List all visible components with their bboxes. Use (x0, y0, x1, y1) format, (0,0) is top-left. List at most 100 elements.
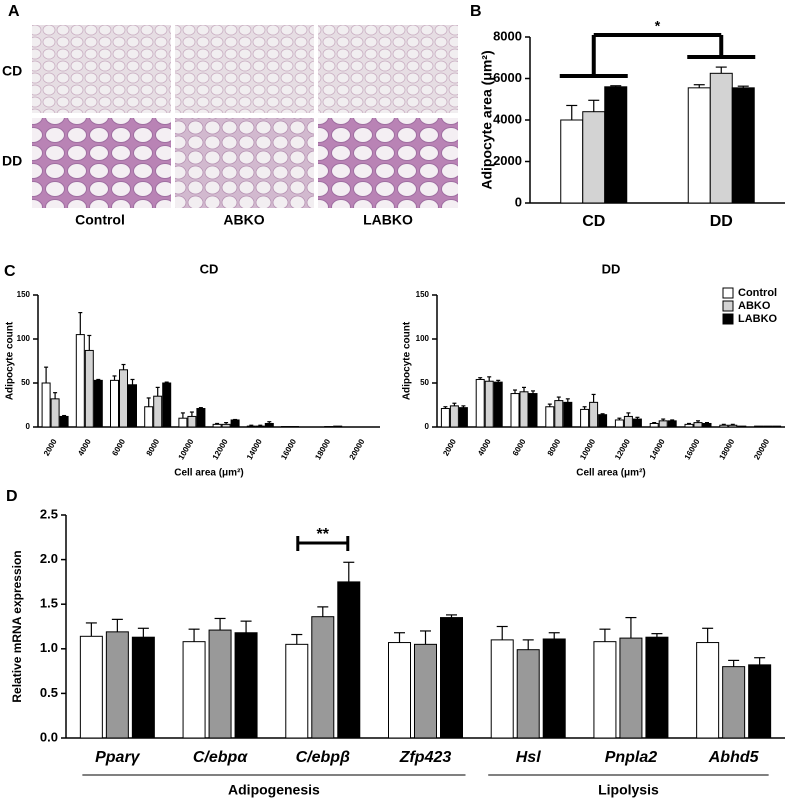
y-axis-label: Adipocyte area (μm²) (479, 50, 495, 189)
y-tick-label: 1.5 (40, 596, 58, 611)
bar (41, 382, 51, 428)
y-axis-label: Adipocyte count (5, 321, 16, 400)
y-axis-label: Adipocyte count (402, 321, 413, 400)
bar (545, 406, 555, 428)
bar (619, 637, 643, 739)
bar (333, 425, 343, 428)
bar (490, 639, 514, 739)
bar (763, 425, 773, 428)
bar (414, 643, 437, 739)
bar (221, 423, 231, 428)
group-label: Adipogenesis (228, 782, 320, 798)
x-tick-label: 14000 (245, 437, 264, 461)
x-tick-label: 20000 (752, 437, 771, 461)
x-tick-label: 16000 (683, 437, 702, 461)
y-tick-label: 0.5 (40, 685, 58, 700)
bar (84, 349, 94, 428)
bar (388, 642, 411, 739)
panel-label: B (470, 3, 482, 20)
bar (593, 641, 617, 739)
row-label: CD (2, 63, 22, 79)
bar (693, 422, 703, 428)
bar (687, 87, 711, 204)
bar (110, 379, 119, 428)
bar (93, 379, 103, 428)
legend-label: ABKO (738, 300, 771, 312)
x-tick-label: 12000 (613, 437, 632, 461)
bar (75, 334, 85, 428)
bar (754, 425, 764, 428)
y-tick-label: 2.5 (40, 506, 58, 521)
bar (696, 642, 720, 739)
x-tick-label: Pparγ (95, 749, 141, 766)
x-tick-label: 4000 (76, 437, 93, 457)
micrograph (175, 118, 314, 208)
legend-swatch (722, 300, 734, 312)
bar (598, 414, 608, 428)
chart-title: DD (602, 261, 621, 276)
bar (709, 72, 733, 204)
x-tick-label: 4000 (476, 437, 493, 457)
bar (722, 666, 746, 739)
x-tick-label: 10000 (177, 437, 196, 461)
bar (614, 419, 624, 428)
panel-label: A (8, 3, 20, 20)
bar (255, 425, 265, 428)
y-tick-label: 4000 (493, 111, 522, 126)
x-tick-label: Abhd5 (708, 749, 760, 766)
x-tick-label: 8000 (546, 437, 563, 457)
bar (554, 400, 564, 428)
bar (484, 380, 494, 428)
bar (731, 87, 755, 204)
legend-label: Control (738, 287, 777, 299)
bar (772, 425, 782, 428)
legend-swatch (722, 287, 734, 299)
x-tick-label: C/ebpα (193, 749, 248, 766)
micrograph (318, 118, 458, 208)
x-tick-label: C/ebpβ (296, 749, 350, 766)
y-tick-label: 8000 (493, 28, 522, 43)
micrograph (32, 25, 171, 113)
y-tick-label: 0.0 (40, 729, 58, 744)
micrograph (318, 25, 458, 113)
significance-annotation: * (655, 18, 661, 34)
bar (580, 408, 590, 428)
x-tick-label: 6000 (110, 437, 127, 457)
bar (702, 422, 712, 428)
x-tick-label: 14000 (648, 437, 667, 461)
bar (667, 420, 677, 428)
bar (234, 632, 258, 739)
x-tick-label: 16000 (279, 437, 298, 461)
y-tick-label: 100 (17, 334, 31, 343)
bar (563, 401, 573, 428)
panel-label: C (4, 263, 16, 280)
bar (119, 369, 128, 428)
bar (337, 581, 361, 739)
column-label: Control (75, 212, 125, 228)
legend-label: LABKO (738, 313, 778, 325)
bar (516, 649, 540, 739)
bar (589, 401, 599, 428)
y-tick-label: 0 (515, 194, 522, 209)
x-tick-label: 6000 (511, 437, 528, 457)
bar (510, 393, 520, 428)
bar (560, 119, 584, 204)
bar (519, 391, 529, 428)
bar (50, 398, 60, 428)
micrograph (175, 25, 314, 113)
bar (440, 408, 450, 428)
x-tick-label: Hsl (516, 749, 541, 766)
x-tick-label: 2000 (441, 437, 458, 457)
chart-title: CD (200, 261, 219, 276)
column-label: LABKO (363, 212, 413, 228)
column-label: ABKO (223, 212, 264, 228)
x-tick-label: Pnpla2 (605, 749, 658, 766)
y-tick-label: 0 (425, 422, 430, 431)
x-tick-label: Zfp423 (399, 749, 452, 766)
y-tick-label: 50 (420, 378, 429, 387)
bar (79, 635, 103, 739)
bar (719, 424, 729, 428)
legend-swatch (722, 313, 734, 325)
bar (187, 415, 197, 428)
